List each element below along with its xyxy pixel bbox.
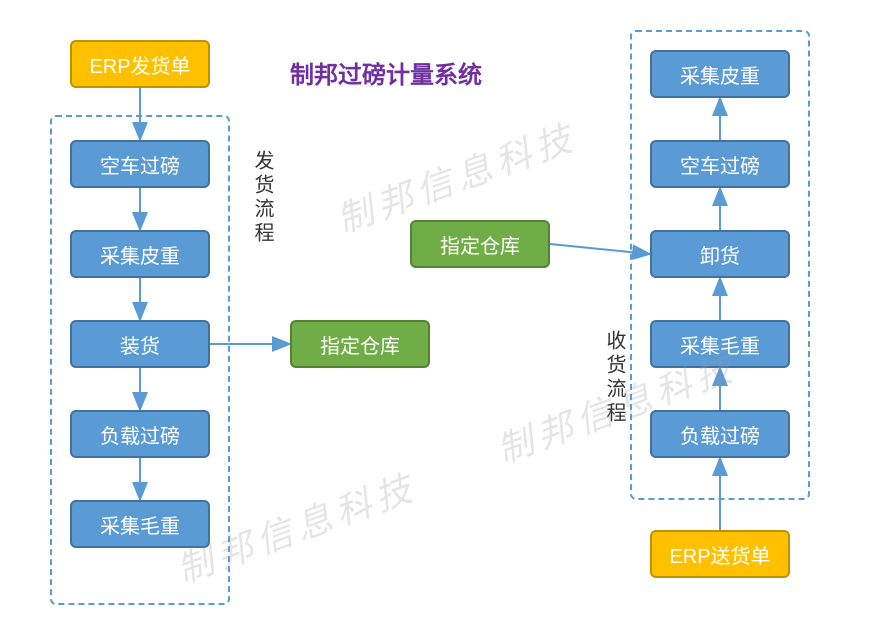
node-r2: 空车过磅 bbox=[650, 140, 790, 188]
left-flow-label: 发货流程 bbox=[248, 150, 277, 246]
diagram-title: 制邦过磅计量系统 bbox=[290, 55, 482, 90]
node-erp_deliver: ERP送货单 bbox=[650, 530, 790, 578]
node-r5: 负载过磅 bbox=[650, 410, 790, 458]
node-l3: 装货 bbox=[70, 320, 210, 368]
node-r3: 卸货 bbox=[650, 230, 790, 278]
node-erp_send: ERP发货单 bbox=[70, 40, 210, 88]
node-l2: 采集皮重 bbox=[70, 230, 210, 278]
node-wh_left: 指定仓库 bbox=[290, 320, 430, 368]
node-l4: 负载过磅 bbox=[70, 410, 210, 458]
node-l5: 采集毛重 bbox=[70, 500, 210, 548]
node-r1: 采集皮重 bbox=[650, 50, 790, 98]
node-r4: 采集毛重 bbox=[650, 320, 790, 368]
node-l1: 空车过磅 bbox=[70, 140, 210, 188]
node-wh_right: 指定仓库 bbox=[410, 220, 550, 268]
right-flow-label: 收货流程 bbox=[600, 330, 629, 426]
